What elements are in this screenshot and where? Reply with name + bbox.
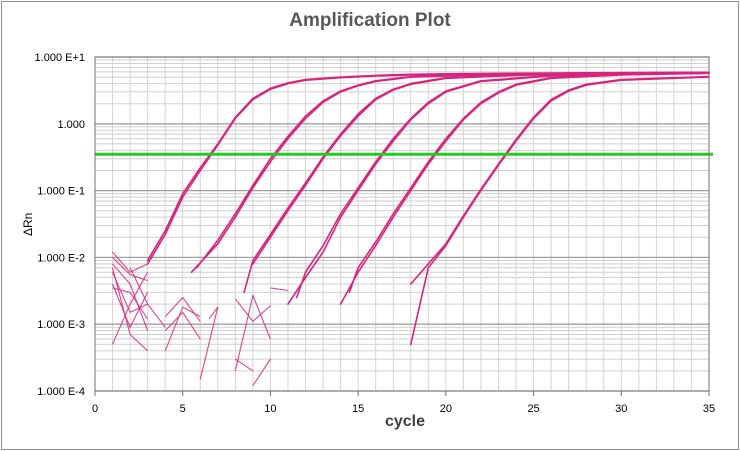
amplification-curve	[409, 75, 710, 285]
noise-segment	[112, 263, 149, 331]
noise-segment	[199, 306, 219, 380]
plot-area	[95, 57, 709, 391]
noise-segment	[208, 306, 219, 320]
y-tick-label: 1.000 E+1	[35, 52, 85, 64]
amplification-curve	[348, 72, 710, 294]
x-tick-label: 25	[527, 403, 539, 415]
noise-segment	[111, 271, 148, 314]
y-tick-label: 1.000	[57, 119, 85, 131]
x-tick-label: 10	[264, 403, 276, 415]
y-tick-label: 1.000 E-2	[37, 252, 85, 264]
y-tick-label: 1.000 E-3	[37, 319, 85, 331]
chart-title: Amplification Plot	[289, 10, 451, 31]
x-tick-label: 35	[703, 403, 715, 415]
noise-segment	[164, 311, 201, 340]
noise-segment	[234, 358, 254, 372]
amplification-curve	[295, 72, 710, 299]
x-axis-label: cycle	[384, 413, 426, 430]
noise-segment	[111, 271, 149, 345]
noise-segment	[111, 267, 148, 352]
noise-segment	[252, 358, 271, 387]
amplification-curve	[252, 72, 710, 265]
amplification-curve	[146, 71, 710, 262]
amplification-curve	[195, 71, 710, 269]
noise-segment	[111, 283, 149, 329]
y-tick-label: 1.000 E-4	[37, 386, 85, 398]
noise-segment	[164, 306, 201, 352]
noise-segment	[112, 251, 148, 273]
noise-segment	[234, 298, 271, 323]
y-tick-label: 1.000 E-1	[37, 186, 85, 198]
noise-segment	[234, 293, 271, 372]
noise-segment	[129, 267, 166, 328]
noise-segment	[270, 287, 289, 292]
noise-segment	[112, 257, 148, 282]
x-tick-label: 30	[615, 403, 627, 415]
x-tick-label: 15	[352, 403, 364, 415]
x-tick-label: 5	[180, 403, 186, 415]
x-tick-label: 0	[92, 403, 98, 415]
x-tick-label: 20	[440, 403, 452, 415]
plot-border	[94, 56, 710, 392]
